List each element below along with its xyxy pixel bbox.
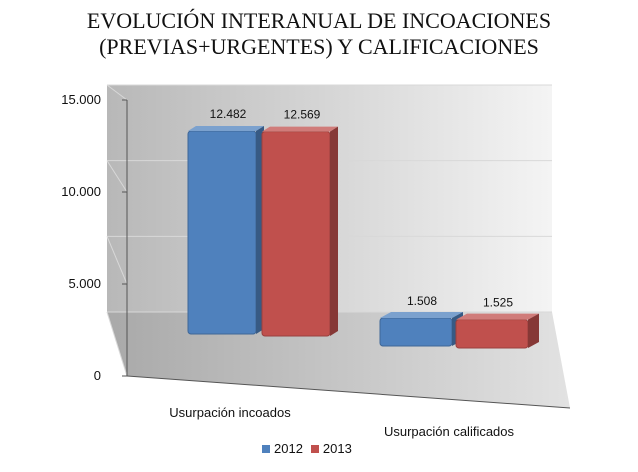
legend-label-2013: 2013 <box>322 441 352 456</box>
bar-side-2013-0 <box>330 126 338 336</box>
y-tick-label-0: 0 <box>94 368 101 383</box>
legend-swatch-2013 <box>310 444 319 453</box>
y-tick-label-2: 10.000 <box>61 184 101 199</box>
chart-title: EVOLUCIÓN INTERANUAL DE INCOACIONES (PRE… <box>0 8 638 60</box>
y-tick-label-3: 15.000 <box>61 92 101 107</box>
x-axis-line <box>126 375 571 409</box>
gridline-side-0 <box>106 311 128 377</box>
chart-title-line-2: (PREVIAS+URGENTES) Y CALIFICACIONES <box>99 34 539 59</box>
bar-front-2013-0 <box>261 131 331 337</box>
y-tick-label-1: 5.000 <box>68 276 101 291</box>
chart-title-line-1: EVOLUCIÓN INTERANUAL DE INCOACIONES <box>86 8 552 33</box>
x-category-label-1: Usurpación calificados <box>384 424 515 439</box>
bar-front-2012-0 <box>187 130 257 335</box>
gridline-side-3 <box>106 84 128 101</box>
chart-legend: 2012 2013 <box>262 441 360 456</box>
x-category-label-0: Usurpación incoados <box>169 405 291 420</box>
bar-top-2012-1 <box>380 312 463 318</box>
legend-swatch-2012 <box>262 444 270 453</box>
data-label-2012-0: 12.482 <box>210 107 247 121</box>
bar-top-2013-1 <box>456 313 539 320</box>
data-label-2013-0: 12.569 <box>284 108 321 122</box>
gridline-side-2 <box>106 160 128 193</box>
legend-item-2013: 2013 <box>310 441 352 456</box>
data-label-2012-1: 1.508 <box>407 294 437 308</box>
gridline-side-1 <box>106 236 128 285</box>
bar-top-2012-0 <box>188 126 264 131</box>
bar-top-2013-0 <box>262 126 338 132</box>
bar-front-2013-1 <box>455 319 529 349</box>
bar-front-2012-1 <box>379 317 453 347</box>
bar-side-2013-1 <box>528 313 539 348</box>
legend-label-2012: 2012 <box>274 441 303 456</box>
data-label-2013-1: 1.525 <box>483 296 513 310</box>
legend-item-2012: 2012 <box>262 441 303 456</box>
